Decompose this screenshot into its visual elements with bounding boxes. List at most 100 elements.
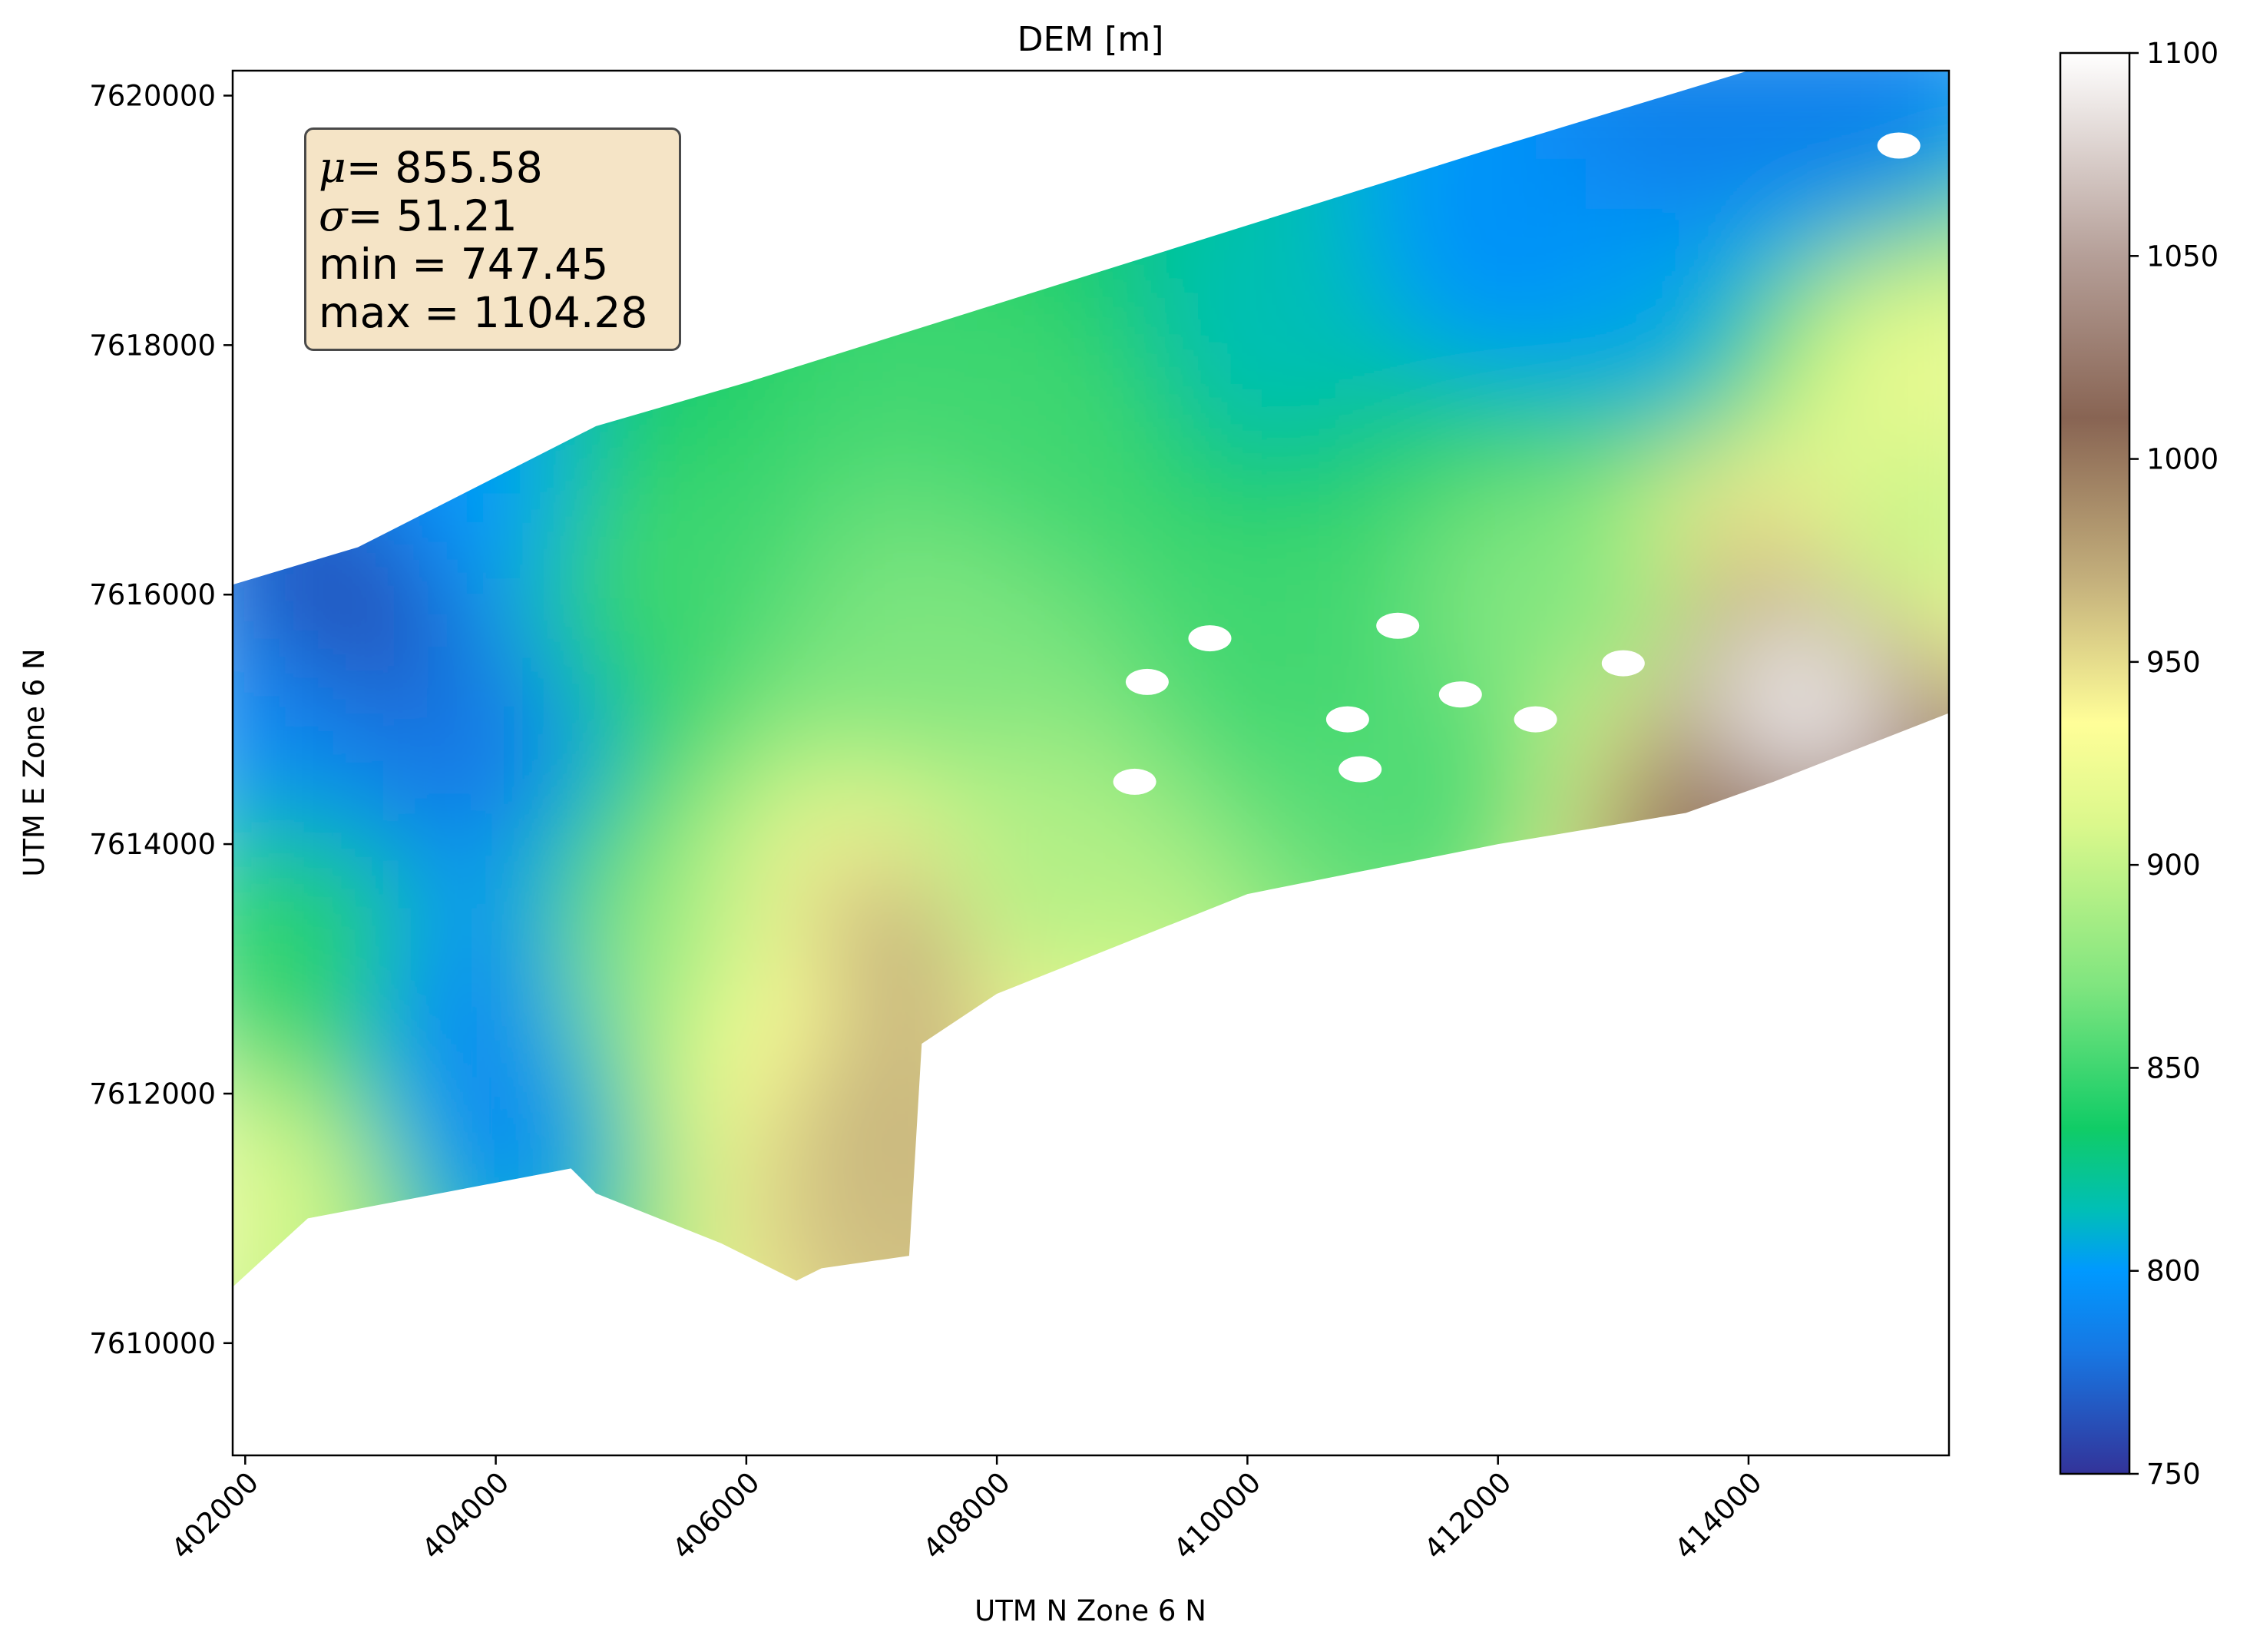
elevation-cell	[333, 507, 384, 558]
elevation-cell	[1034, 1206, 1086, 1257]
elevation-cell	[1535, 507, 1587, 558]
elevation-cell	[183, 1256, 233, 1306]
elevation-cell	[1987, 1256, 2037, 1306]
elevation-cell	[433, 707, 485, 758]
elevation-cell	[1786, 1356, 1837, 1406]
elevation-cell	[683, 1206, 735, 1257]
elevation-cell	[433, 906, 485, 958]
elevation-cell	[583, 1156, 635, 1207]
elevation-cell	[583, 1206, 635, 1257]
elevation-cell	[1987, 8, 2037, 59]
elevation-cell	[1585, 856, 1637, 908]
elevation-cell	[634, 806, 685, 858]
elevation-cell	[483, 956, 534, 1008]
elevation-cell	[1134, 607, 1186, 658]
elevation-cell	[583, 407, 635, 459]
elevation-cell	[333, 357, 384, 409]
elevation-cell	[934, 108, 985, 159]
elevation-cell	[1435, 8, 1486, 59]
elevation-cell	[1184, 71, 1236, 109]
elevation-cell	[1785, 607, 1838, 658]
colorbar-tick-label: 1050	[2146, 240, 2219, 273]
y-tick-label: 7612000	[89, 1078, 216, 1111]
elevation-cell	[683, 1056, 735, 1107]
elevation-cell	[333, 1056, 384, 1107]
elevation-cell	[183, 906, 233, 957]
elevation-cell	[1385, 1106, 1437, 1157]
elevation-cell	[1184, 956, 1236, 1008]
elevation-cell	[1134, 407, 1186, 459]
elevation-cell	[884, 257, 935, 309]
elevation-cell	[1785, 856, 1838, 908]
elevation-cell	[1636, 856, 1687, 908]
elevation-cell	[233, 157, 284, 209]
elevation-cell	[984, 108, 1036, 159]
elevation-cell	[1485, 357, 1537, 409]
elevation-cell	[1084, 906, 1136, 958]
elevation-cell	[483, 557, 534, 608]
elevation-cell	[1435, 257, 1487, 309]
elevation-cell	[634, 906, 685, 958]
elevation-cell	[1686, 607, 1737, 658]
elevation-cell	[1435, 557, 1487, 608]
elevation-cell	[884, 207, 935, 259]
elevation-cell	[1285, 1256, 1336, 1287]
elevation-cell	[433, 657, 485, 708]
elevation-cell	[1936, 557, 1949, 608]
elevation-cell	[1084, 1056, 1136, 1107]
elevation-cell	[834, 1106, 885, 1157]
y-tick-label: 7614000	[89, 828, 216, 861]
elevation-cell	[834, 357, 885, 409]
elevation-cell	[1485, 407, 1537, 459]
elevation-cell	[683, 157, 735, 209]
elevation-cell	[433, 806, 485, 858]
elevation-cell	[1435, 108, 1487, 159]
elevation-cell	[382, 557, 435, 608]
elevation-cell	[583, 71, 635, 109]
elevation-cell	[1886, 1256, 1937, 1287]
elevation-cell	[733, 507, 785, 558]
elevation-cell	[1886, 8, 1937, 59]
elevation-cell	[1886, 1056, 1937, 1107]
elevation-cell	[1335, 607, 1386, 658]
elevation-cell	[1585, 507, 1637, 558]
elevation-cell	[433, 71, 485, 109]
elevation-cell	[183, 8, 233, 59]
elevation-cell	[1686, 1156, 1737, 1207]
stats-mean: μ= 855.58	[319, 144, 668, 192]
elevation-cell	[1435, 856, 1487, 908]
elevation-cell	[1987, 1006, 2037, 1057]
elevation-cell	[1686, 756, 1737, 808]
elevation-cell	[1636, 407, 1687, 459]
elevation-cell	[1636, 1106, 1687, 1157]
elevation-cell	[1886, 756, 1937, 808]
elevation-cell	[1886, 856, 1937, 908]
elevation-cell	[433, 1256, 485, 1287]
elevation-cell	[1936, 906, 1949, 958]
elevation-cell	[683, 71, 735, 109]
elevation-cell	[1134, 806, 1186, 858]
elevation-cell	[634, 407, 685, 459]
elevation-cell	[1686, 1206, 1737, 1257]
elevation-cell	[382, 756, 435, 808]
elevation-cell	[1235, 806, 1286, 858]
elevation-cell	[183, 1106, 233, 1157]
elevation-cell	[483, 1256, 534, 1287]
elevation-cell	[984, 956, 1036, 1008]
elevation-cell	[333, 1306, 384, 1356]
elevation-cell	[1536, 1306, 1587, 1356]
elevation-cell	[1435, 1256, 1487, 1287]
elevation-cell	[1034, 1405, 1085, 1456]
elevation-cell	[1586, 1405, 1636, 1456]
elevation-cell	[1034, 1106, 1086, 1157]
elevation-cell	[1034, 1256, 1086, 1287]
elevation-cell	[884, 1455, 935, 1506]
elevation-cell	[783, 906, 835, 958]
elevation-cell	[1435, 806, 1487, 858]
elevation-cell	[433, 1106, 485, 1157]
elevation-cell	[1535, 906, 1587, 958]
elevation-cell	[1886, 407, 1937, 459]
elevation-cell	[233, 607, 284, 658]
no-data-patch	[1514, 706, 1557, 733]
elevation-cell	[1987, 1156, 2037, 1207]
